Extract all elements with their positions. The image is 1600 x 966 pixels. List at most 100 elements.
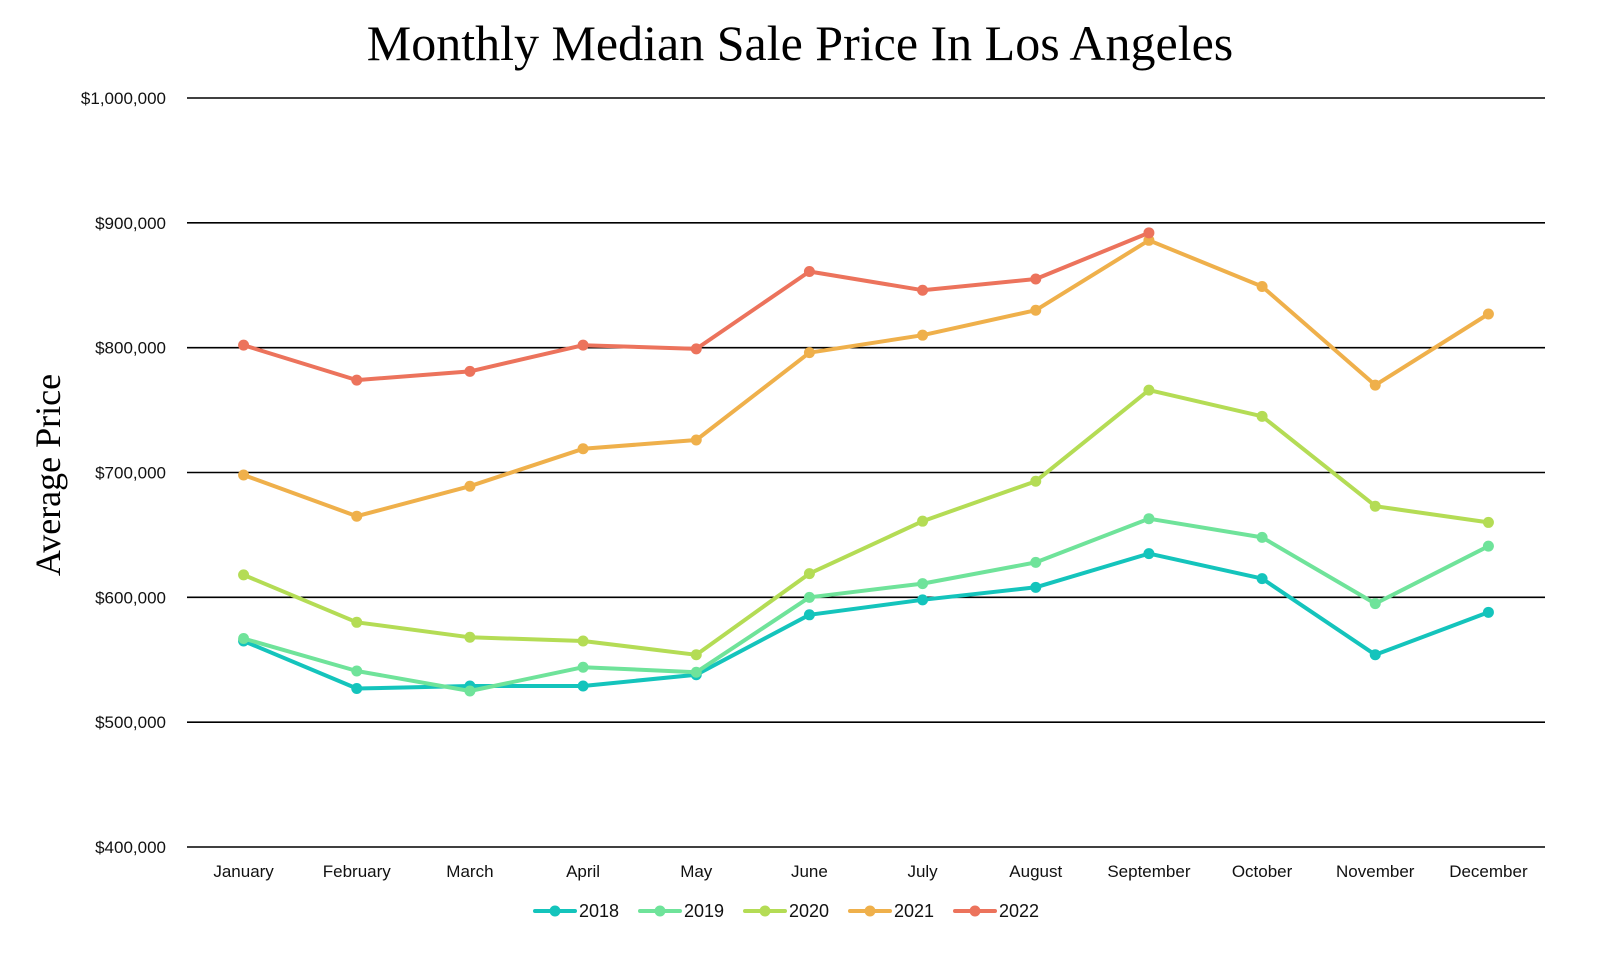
y-tick-label: $700,000: [95, 464, 166, 483]
series-2021: [238, 234, 1494, 522]
data-point: [1482, 516, 1494, 528]
x-tick-label: August: [1009, 862, 1062, 881]
data-point: [238, 569, 250, 581]
data-point: [1369, 500, 1381, 512]
data-point: [351, 616, 363, 628]
legend-item-2021: 2021: [848, 901, 934, 921]
data-point: [577, 443, 589, 455]
series-line: [241, 238, 1491, 519]
data-point: [464, 631, 476, 643]
data-point: [917, 594, 929, 606]
y-axis-label: Average Price: [28, 373, 68, 577]
data-point: [1030, 581, 1042, 593]
x-tick-label: November: [1336, 862, 1415, 881]
data-point: [803, 347, 815, 359]
legend-swatch-marker: [969, 905, 981, 917]
x-tick-label: January: [213, 862, 274, 881]
data-point: [577, 339, 589, 351]
data-point: [577, 661, 589, 673]
data-point: [690, 649, 702, 661]
data-point: [1030, 273, 1042, 285]
data-point: [917, 515, 929, 527]
y-tick-label: $800,000: [95, 339, 166, 358]
legend: 2018 2019 2020 2021 2022: [533, 901, 1039, 921]
data-point: [1030, 304, 1042, 316]
y-tick-labels: $400,000 $500,000 $600,000 $700,000 $800,000…: [81, 89, 166, 857]
legend-swatch-marker: [654, 905, 666, 917]
data-point: [1143, 227, 1155, 239]
legend-item-2018: 2018: [533, 901, 619, 921]
y-tick-label: $900,000: [95, 214, 166, 233]
series-2022: [238, 227, 1155, 386]
series-2020: [238, 384, 1494, 661]
data-point: [803, 609, 815, 621]
data-point: [1369, 598, 1381, 610]
legend-label: 2020: [789, 901, 829, 921]
x-tick-label: February: [323, 862, 392, 881]
data-point: [238, 633, 250, 645]
y-tick-label: $400,000: [95, 838, 166, 857]
data-point: [351, 665, 363, 677]
data-point: [917, 329, 929, 341]
data-point: [1256, 280, 1268, 292]
data-point: [238, 339, 250, 351]
x-tick-label: September: [1107, 862, 1190, 881]
y-tick-label: $1,000,000: [81, 89, 166, 108]
legend-label: 2019: [684, 901, 724, 921]
x-tick-label: April: [566, 862, 600, 881]
y-tick-label: $500,000: [95, 713, 166, 732]
data-point: [1256, 410, 1268, 422]
data-point: [917, 284, 929, 296]
data-point: [917, 578, 929, 590]
data-point: [1482, 308, 1494, 320]
data-point: [1143, 384, 1155, 396]
legend-swatch-marker: [864, 905, 876, 917]
data-point: [464, 685, 476, 697]
data-point: [464, 480, 476, 492]
legend-item-2019: 2019: [638, 901, 724, 921]
data-point: [1369, 649, 1381, 661]
data-point: [1143, 548, 1155, 560]
legend-swatch-marker: [759, 905, 771, 917]
series-line: [241, 388, 1491, 657]
legend-label: 2021: [894, 901, 934, 921]
legend-label: 2022: [999, 901, 1039, 921]
data-point: [803, 591, 815, 603]
data-point: [577, 635, 589, 647]
chart-title: Monthly Median Sale Price In Los Angeles: [366, 15, 1234, 71]
data-point: [690, 343, 702, 355]
x-tick-label: June: [791, 862, 828, 881]
data-point: [351, 374, 363, 386]
data-point: [1369, 379, 1381, 391]
legend-label: 2018: [579, 901, 619, 921]
gridlines: [187, 97, 1545, 848]
data-point: [1256, 531, 1268, 543]
data-point: [690, 666, 702, 678]
series-line: [241, 551, 1491, 691]
series-2018: [238, 548, 1494, 694]
x-tick-labels: January February March April May June July Augu…: [213, 862, 1528, 881]
legend-item-2022: 2022: [953, 901, 1039, 921]
x-tick-label: May: [680, 862, 713, 881]
x-tick-label: October: [1232, 862, 1293, 881]
data-point: [238, 469, 250, 481]
x-tick-label: March: [446, 862, 493, 881]
series-line: [241, 516, 1491, 693]
data-point: [1030, 556, 1042, 568]
data-point: [577, 680, 589, 692]
data-point: [351, 510, 363, 522]
x-tick-label: December: [1449, 862, 1528, 881]
series-line: [241, 230, 1151, 383]
data-point: [1143, 513, 1155, 525]
legend-swatch-marker: [549, 905, 561, 917]
data-point: [1030, 475, 1042, 487]
data-point: [803, 568, 815, 580]
data-point: [464, 365, 476, 377]
data-point: [803, 266, 815, 278]
series-lines: [238, 227, 1494, 697]
legend-item-2020: 2020: [743, 901, 829, 921]
series-2019: [238, 513, 1494, 697]
data-point: [1256, 573, 1268, 585]
